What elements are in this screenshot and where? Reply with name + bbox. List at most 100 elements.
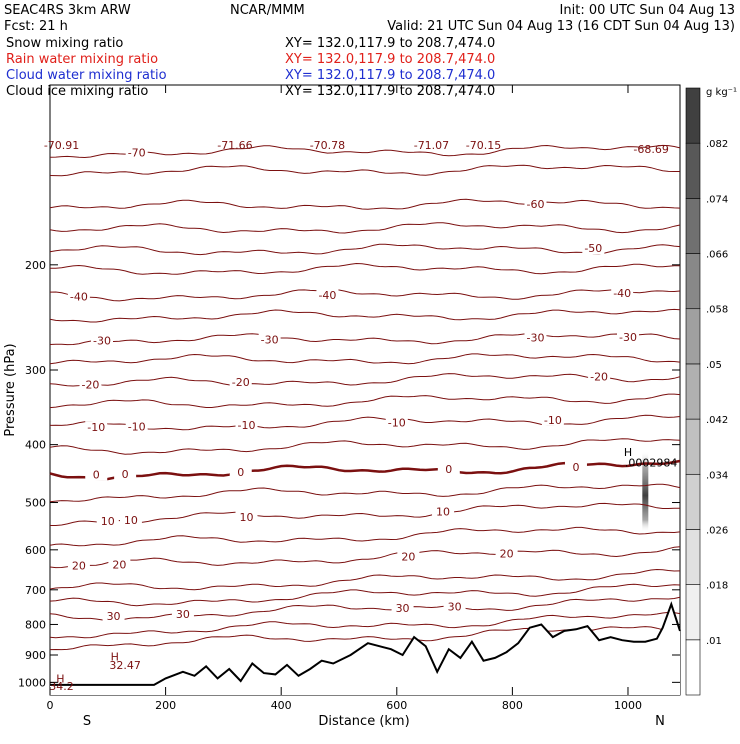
y-tick-label: 500	[25, 497, 46, 510]
contour-label: 10	[101, 515, 115, 528]
annotation-label: -71.07	[414, 139, 449, 152]
contour-label: 0	[445, 463, 452, 476]
isotherm-line	[49, 353, 681, 365]
isotherm-line	[49, 526, 681, 547]
contour-label-bg	[432, 505, 455, 518]
x-tick-label: 800	[502, 699, 523, 712]
field-label: Cloud water mixing ratio	[6, 68, 167, 83]
contour-label: 10	[240, 511, 254, 524]
colorbar-swatch	[685, 418, 701, 475]
contour-label-bg	[125, 146, 148, 159]
header-valid: Valid: 21 UTC Sun 04 Aug 13 (16 CDT Sun …	[387, 19, 735, 34]
contour-label-bg	[524, 331, 547, 344]
annotation-label: 34.2	[49, 680, 74, 693]
field-label: Rain water mixing ratio	[6, 52, 158, 67]
contour-label-bg	[102, 610, 125, 623]
contour-label: -20	[232, 376, 250, 389]
colorbar-swatch	[685, 308, 701, 365]
contour-label: -10	[544, 414, 562, 427]
isotherm-line	[49, 144, 681, 159]
contour-label: -30	[261, 333, 279, 346]
annotation-label: 32.47	[109, 659, 141, 672]
colorbar-swatch	[685, 363, 701, 420]
colorbar-swatch	[685, 87, 701, 144]
isotherm-line	[49, 583, 681, 607]
contour-label: 10	[124, 514, 138, 527]
annotation-label: .0002984	[625, 456, 678, 469]
terrain-fill	[50, 604, 680, 695]
field-label: Snow mixing ratio	[6, 36, 123, 51]
isotherm-line	[49, 198, 681, 210]
contour-label: 20	[401, 550, 415, 563]
colorbar-swatch	[685, 253, 701, 310]
contour-label-bg	[397, 550, 420, 563]
colorbar-swatch	[685, 142, 701, 199]
colorbar-swatch	[685, 473, 701, 530]
isotherm-line	[49, 438, 681, 455]
contour-label: 30	[448, 600, 462, 613]
terrain-line	[50, 601, 681, 686]
contour-label-bg	[67, 559, 90, 572]
isotherm-line	[49, 164, 680, 177]
annotation-label: H	[111, 651, 119, 664]
colorbar-tick-label: .034	[706, 470, 728, 481]
contour-label-bg	[125, 420, 148, 433]
contour-label-bg	[67, 290, 90, 303]
field-xy: XY= 132.0,117.9 to 208.7,474.0	[285, 84, 495, 99]
isotherm-line	[49, 262, 681, 275]
colorbar-tick-label: .026	[706, 525, 728, 536]
header-left-line2: Fcst: 21 h	[4, 19, 68, 34]
x-end-left: S	[83, 714, 91, 729]
contour-label: 30	[107, 610, 121, 623]
contour-label: 30	[176, 608, 190, 621]
contour-label-bg	[229, 376, 252, 389]
y-tick-label: 900	[25, 649, 46, 662]
y-tick-label: 200	[25, 259, 46, 272]
colorbar-swatch	[685, 584, 701, 641]
contour-label-bg	[114, 467, 137, 480]
isotherm-line	[49, 568, 681, 591]
contour-label-bg	[171, 608, 194, 621]
isotherm-line	[49, 289, 681, 302]
contour-label: 20	[500, 548, 514, 561]
isotherm-line	[49, 308, 681, 323]
header-init: Init: 00 UTC Sun 04 Aug 13	[560, 3, 735, 18]
annotation-label: -70.78	[310, 139, 345, 152]
contour-label: 0	[122, 468, 129, 481]
contour-label: -40	[318, 289, 336, 302]
colorbar-tick-label: .058	[706, 305, 728, 316]
isotherm-line	[49, 414, 681, 431]
isotherm-line	[49, 222, 681, 234]
colorbar-tick-label: .066	[706, 250, 728, 261]
isotherm-line	[49, 243, 681, 256]
contour-label-bg	[616, 331, 639, 344]
colorbar-swatch	[685, 639, 701, 696]
contour-label: -60	[527, 198, 545, 211]
annotation-label: H	[624, 446, 632, 459]
contour-label: -20	[81, 378, 99, 391]
y-tick-label: 600	[25, 544, 46, 557]
contour-label: 10	[436, 505, 450, 518]
contour-label: 20	[112, 559, 126, 572]
field-xy: XY= 132.0,117.9 to 208.7,474.0	[285, 52, 495, 67]
contour-label-bg	[258, 333, 281, 346]
y-tick-label: 400	[25, 439, 46, 452]
field-legend: Snow mixing ratio XY= 132.0,117.9 to 208.…	[6, 36, 495, 99]
contour-label: -10	[128, 421, 146, 434]
isotherm-line	[49, 373, 681, 387]
annotations: -70.91 -71.66 -70.78 -71.07 -70.15 -68.69H34.…	[44, 139, 678, 693]
contour-label: -40	[70, 290, 88, 303]
header-left-line1: SEAC4RS 3km ARW	[4, 3, 131, 18]
colorbar-tick-label: .018	[706, 581, 728, 592]
contour-label-bg	[588, 370, 611, 383]
snow-shading	[642, 451, 649, 532]
annotation-label: -70.15	[466, 139, 501, 152]
annotation-label: H	[56, 672, 64, 685]
contour-label: -10	[238, 419, 256, 432]
y-tick-label: 800	[25, 618, 46, 631]
contour-label: -30	[619, 331, 637, 344]
colorbar-tick-label: .01	[706, 636, 722, 647]
snow-patch	[642, 451, 649, 532]
